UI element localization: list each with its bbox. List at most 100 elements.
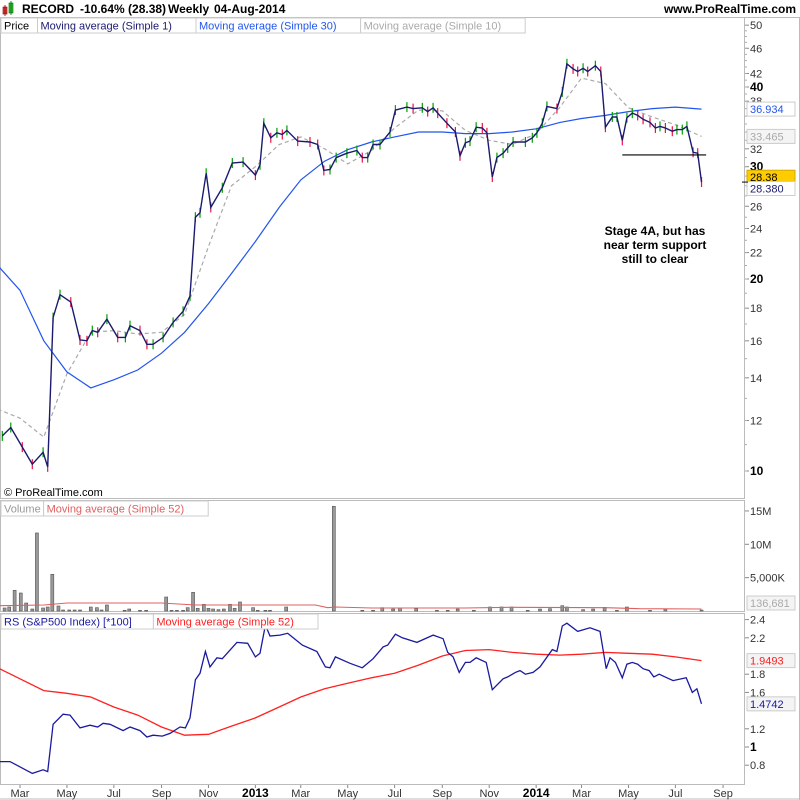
volume-bar: [255, 610, 260, 612]
volume-bar: [7, 606, 12, 612]
volume-bar: [581, 609, 585, 612]
volume-bar: [699, 609, 704, 612]
legend-label: Moving average (Simple 30): [199, 21, 337, 33]
ma10-value-tag: [746, 128, 796, 144]
volume-bar: [268, 610, 272, 612]
rs-ma-value-tag: [746, 653, 796, 669]
volume-bar: [78, 609, 82, 612]
x-tick-label: Jul: [388, 788, 402, 800]
price-axis-tick-label: 32: [750, 144, 762, 156]
price-axis-tick-label: 26: [750, 201, 762, 213]
x-tick-label: Mar: [572, 788, 591, 800]
volume-panel: [0, 500, 745, 612]
price-axis-tick-label: 22: [750, 248, 762, 260]
volume-bar: [332, 505, 336, 612]
legend-label: Moving average (Simple 10): [364, 21, 502, 33]
rs-axis-tick-label: 2.2: [750, 633, 765, 645]
rs-axis-tick-label: 1: [750, 740, 757, 754]
rs-value-tag: [746, 696, 796, 712]
volume-bar: [263, 610, 268, 612]
price-axis-tick-label: 20: [750, 272, 764, 286]
rs-legend: RS (S&P500 Index) [*100] Moving average (…: [0, 613, 319, 630]
volume-bar: [99, 609, 104, 612]
volume-bar: [435, 610, 439, 612]
rs-ma52-line: [0, 648, 702, 736]
rs-line: [0, 622, 703, 775]
annotation-line-1: Stage 4A, but has: [605, 224, 706, 238]
volume-bar: [61, 609, 65, 612]
legend-item[interactable]: [360, 17, 526, 34]
price-axis-tick-label: 12: [750, 415, 762, 427]
volume-bar: [202, 604, 206, 612]
site-link[interactable]: www.ProRealTime.com: [663, 2, 796, 16]
volume-bar: [175, 610, 179, 612]
price-axis-tick-label: 10: [750, 464, 764, 478]
volume-bar: [127, 608, 132, 612]
ma10-value-tag-text: 33.465: [750, 131, 784, 143]
close-value-tag-text: 28.380: [750, 183, 784, 195]
volume-bar: [488, 606, 492, 612]
interval: Weekly: [168, 2, 209, 16]
volume-bar: [625, 606, 629, 612]
price-axis-tick-label: 14: [750, 373, 762, 385]
candlestick-logo-icon: [2, 1, 14, 16]
volume-ma52-line: [0, 602, 702, 610]
volume-bar: [560, 605, 565, 612]
volume-bar: [56, 605, 61, 612]
chart-annotation: Stage 4A, but has near term support stil…: [604, 224, 707, 266]
volume-bar: [41, 607, 45, 612]
legend-label: Volume: [4, 504, 41, 516]
volume-bar: [591, 608, 595, 612]
x-tick-label: Sep: [433, 788, 453, 800]
volume-plot: [0, 505, 704, 612]
chart-header: RECORD -10.64% (28.38) Weekly 04-Aug-201…: [2, 1, 796, 16]
volume-bar: [228, 604, 232, 612]
volume-bar: [216, 609, 221, 612]
rs-axis-tick-label: 1.2: [750, 724, 765, 736]
volume-bar: [35, 532, 39, 612]
x-tick-label: May: [57, 788, 78, 800]
volume-bar: [445, 610, 450, 612]
close-value-tag: [746, 180, 796, 196]
copyright-text: © ProRealTime.com: [4, 487, 103, 499]
annotation-line-2: near term support: [604, 238, 707, 252]
price-plot: [0, 58, 707, 472]
volume-bar: [238, 601, 242, 612]
price-axis-tick-label: 50: [750, 20, 762, 32]
close-line: [1, 62, 703, 468]
ma30-value-tag-text: 36.934: [750, 104, 784, 116]
legend-item[interactable]: [152, 613, 319, 630]
x-tick-label: Jul: [107, 788, 121, 800]
volume-axis-tick-label: 10M: [750, 539, 771, 551]
volume-bar: [122, 610, 127, 612]
price-axis-tick-label: 42: [750, 68, 762, 80]
rs-value-tag-text: 1.4742: [750, 699, 784, 711]
volume-bar: [191, 592, 195, 612]
legend-label: Moving average (Simple 1): [41, 21, 172, 33]
legend-label: RS (S&P500 Index) [*100]: [4, 617, 132, 629]
volume-bar: [45, 606, 50, 612]
ma30-line: [0, 106, 702, 389]
ma30-value-tag: [746, 101, 796, 117]
price-axis-tick-label: 16: [750, 336, 762, 348]
x-tick-label: Mar: [11, 788, 30, 800]
volume-bar: [615, 610, 619, 612]
volume-bar: [538, 608, 542, 612]
rs-axis-tick-label: 2.4: [750, 615, 765, 627]
volume-bar: [455, 608, 460, 612]
legend-item[interactable]: [43, 500, 209, 517]
volume-bar: [24, 602, 28, 612]
volume-bar: [88, 606, 93, 612]
volume-bar: [2, 607, 7, 612]
volume-value-tag: [746, 595, 796, 611]
volume-bar: [105, 604, 109, 612]
volume-bar: [12, 590, 17, 612]
symbol-name: RECORD: [22, 2, 74, 16]
volume-bar: [72, 609, 77, 612]
volume-bar: [222, 608, 226, 612]
x-tick-label: Sep: [152, 788, 172, 800]
axes: 5046424038323026242220181614121015M10M5,…: [11, 20, 796, 800]
volume-bar: [648, 610, 652, 612]
rs-plot: [0, 622, 703, 775]
volume-bar: [169, 610, 174, 612]
